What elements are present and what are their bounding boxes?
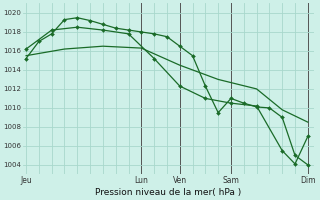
X-axis label: Pression niveau de la mer( hPa ): Pression niveau de la mer( hPa ) xyxy=(95,188,242,197)
